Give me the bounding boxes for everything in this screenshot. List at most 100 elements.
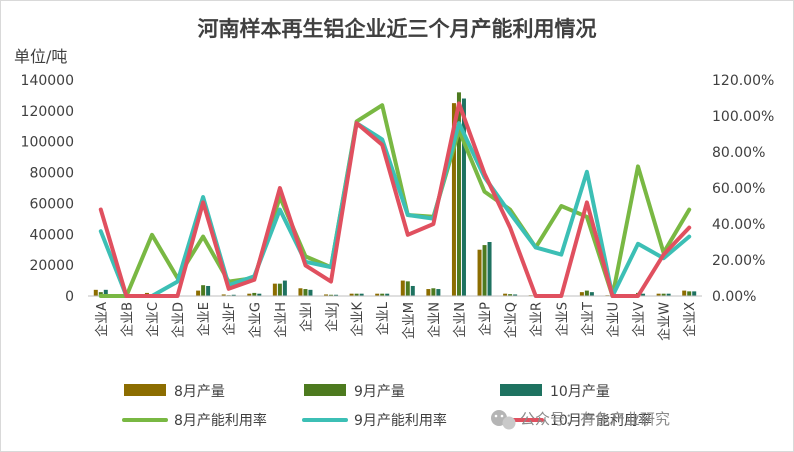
y-tick-label: 40000 [29,227,74,243]
bar [324,294,329,296]
x-category-label: 企业M [401,302,417,339]
x-axis-category-labels: 企业A 企业B 企业C 企业D 企业E 企业F 企业G 企业H 企业I 企业J 企业K 企业L 企业M 企… [94,301,698,341]
bar [656,293,661,296]
bar [451,103,456,297]
wechat-icon [491,410,516,430]
bar [513,294,518,296]
x-category-label: 企业K [350,302,366,337]
y-axis-tick-labels: 0 20000 40000 60000 80000 100000 120000 140000 [21,73,74,305]
y-tick-label: 60000 [29,196,74,212]
legend-label: 9月产能利用率 [354,412,447,429]
legend-label: 10月产能利用率 [550,412,652,429]
x-category-label: 企业L [375,301,391,335]
bar [303,289,308,296]
bar [431,288,436,296]
bar [456,92,461,296]
bar [257,293,262,296]
bar [247,293,252,296]
bar-series-group [93,92,697,297]
bar [298,288,303,296]
x-category-label: 企业W [657,302,673,341]
y2-axis-tick-labels: 0.00% 20.00% 40.00% 60.00% 80.00% 100.00% 120.… [712,73,774,305]
bar [272,283,277,296]
bar [436,289,441,296]
legend-item: 9月产量 [304,384,405,400]
x-category-label: 企业I [298,302,314,332]
x-category-label: 企业X [682,302,698,337]
bar [277,283,282,296]
bar [666,293,671,296]
x-category-label: 企业N [452,302,468,338]
y2-tick-label: 60.00% [712,181,765,197]
bar [103,289,108,296]
y-tick-label: 140000 [21,73,74,89]
legend-label: 8月产量 [174,384,225,400]
legend-label: 9月产量 [354,384,405,400]
bar-series [93,103,687,297]
y2-tick-label: 80.00% [712,145,765,161]
y2-tick-label: 120.00% [712,73,774,89]
bar [334,294,339,296]
bar [400,280,405,296]
y2-tick-label: 100.00% [712,109,774,125]
x-category-label: 企业P [478,302,494,336]
line-series-group [98,101,692,298]
bar [584,290,589,296]
y-tick-label: 120000 [21,104,74,120]
bar [380,293,385,296]
x-category-label: 企业N [426,302,442,338]
y-tick-label: 0 [65,289,74,305]
bar [503,293,508,296]
bar [682,290,687,296]
y2-tick-label: 20.00% [712,253,765,269]
bar [93,289,98,296]
legend-item: 9月产能利用率 [302,412,447,429]
bar-series [98,92,692,296]
bar [201,285,206,296]
legend-swatch [304,384,346,396]
bar [692,291,697,296]
bar [426,289,431,296]
y-axis-unit-label: 单位/吨 [14,47,67,66]
bar [221,294,226,296]
x-category-label: 企业U [605,302,621,338]
watermark-text: 公众号：有色产业研究 [520,410,670,428]
bar [252,292,257,296]
legend-swatch [500,384,542,396]
bar [661,293,666,296]
bar [282,280,287,296]
bar [196,290,201,296]
x-category-label: 企业V [631,302,647,337]
line-series [98,101,692,298]
legend-item: 10月产量 [500,384,610,400]
x-category-label: 企业T [580,302,596,336]
x-category-label: 企业S [554,302,570,336]
bar [308,289,313,296]
bar [487,242,492,296]
bar [385,293,390,296]
x-category-label: 企业G [247,302,263,338]
x-category-label: 企业F [222,302,238,335]
bar [477,249,482,296]
bar [359,293,364,296]
bar [354,293,359,296]
bar [410,285,415,296]
x-category-label: 企业B [119,302,135,337]
legend-item: 8月产能利用率 [122,412,267,429]
bar [641,293,646,296]
legend-label: 8月产能利用率 [174,412,267,429]
x-category-label: 企业Q [503,302,519,338]
bar [206,285,211,296]
bar [579,292,584,296]
x-category-label: 企业J [324,302,340,332]
y2-tick-label: 0.00% [712,289,756,305]
x-category-label: 企业H [273,302,289,338]
x-category-label: 企业C [145,302,161,337]
bar-series [103,98,697,296]
bar [687,291,692,296]
bar [231,294,236,296]
x-category-label: 企业R [529,302,545,337]
y-tick-label: 100000 [21,135,74,151]
x-category-label: 企业E [196,302,212,336]
